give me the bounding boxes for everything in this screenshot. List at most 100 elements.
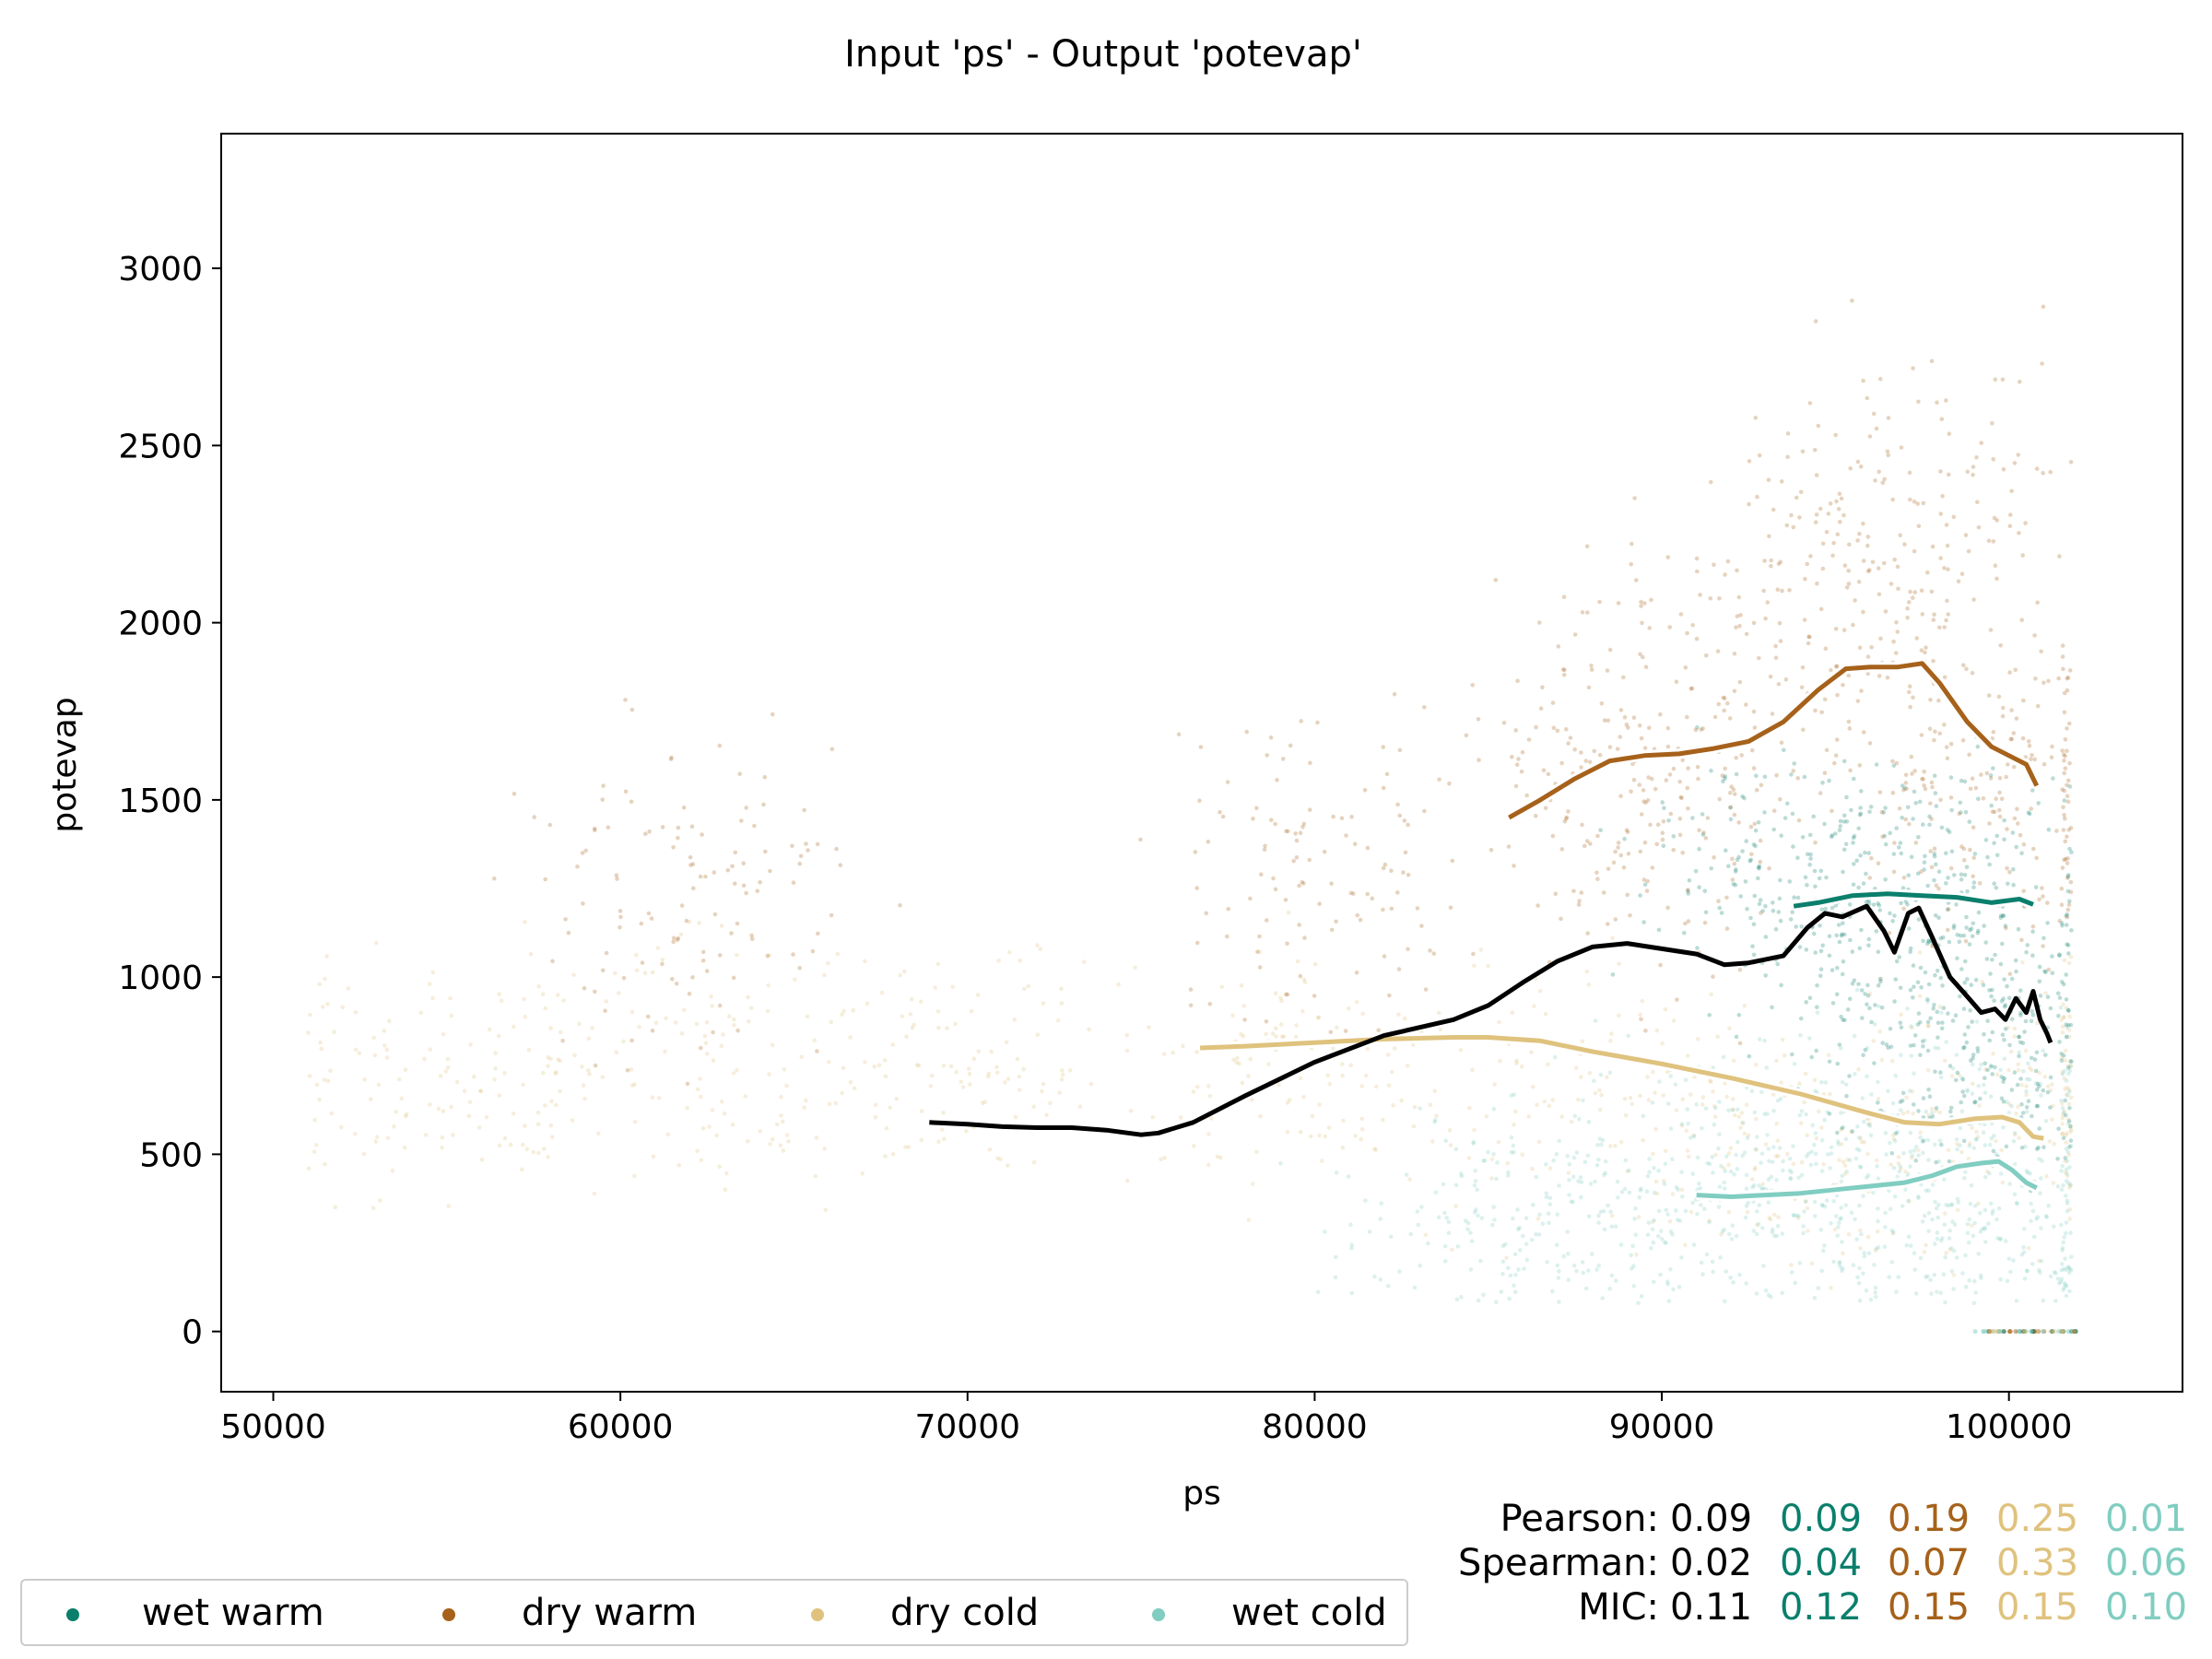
scatter-point — [1744, 1281, 1748, 1286]
scatter-point — [1998, 961, 2004, 967]
scatter-point — [1624, 722, 1630, 727]
scatter-point — [1905, 901, 1910, 907]
scatter-point — [1723, 696, 1727, 700]
scatter-point — [1448, 1143, 1453, 1147]
scatter-point — [392, 1124, 396, 1129]
scatter-point — [971, 1056, 977, 1061]
scatter-point — [1787, 1156, 1793, 1161]
scatter-point — [1936, 1202, 1941, 1207]
scatter-point — [1840, 932, 1844, 937]
scatter-point — [1343, 1029, 1348, 1033]
scatter-point — [1057, 1090, 1062, 1095]
scatter-point — [1908, 946, 1913, 951]
scatter-point — [804, 841, 808, 846]
scatter-point — [1702, 888, 1708, 894]
scatter-point — [2023, 1144, 2028, 1149]
scatter-point — [521, 1142, 525, 1147]
scatter-point — [1513, 728, 1518, 733]
scatter-point — [1860, 1096, 1865, 1100]
trend-line-wet-warm — [1793, 891, 2034, 909]
scatter-point — [2061, 1053, 2066, 1058]
scatter-point — [1618, 1242, 1624, 1247]
scatter-point — [1685, 630, 1689, 636]
scatter-point — [1787, 588, 1792, 593]
scatter-point — [1468, 1230, 1473, 1235]
scatter-point — [2007, 870, 2012, 875]
scatter-point — [1723, 572, 1727, 577]
scatter-point — [1404, 1172, 1409, 1177]
scatter-point — [1320, 1159, 1324, 1163]
scatter-point — [1535, 1217, 1541, 1221]
scatter-point — [2023, 1018, 2029, 1024]
scatter-point — [1552, 1054, 1558, 1060]
scatter-point — [2063, 1171, 2068, 1175]
scatter-point — [595, 1131, 601, 1135]
legend-marker — [442, 1608, 455, 1621]
scatter-point — [1950, 1219, 1955, 1224]
scatter-point — [1815, 1005, 1819, 1009]
scatter-point — [1683, 1077, 1688, 1083]
scatter-point — [1512, 1150, 1516, 1155]
scatter-point — [1818, 506, 1823, 512]
scatter-point — [1662, 1179, 1666, 1183]
scatter-point — [1805, 561, 1809, 567]
scatter-point — [643, 831, 648, 836]
scatter-point — [1514, 1061, 1519, 1065]
scatter-point — [1559, 760, 1564, 766]
scatter-point — [1723, 1299, 1727, 1304]
scatter-point — [1654, 1191, 1660, 1196]
scatter-point — [2065, 794, 2070, 798]
scatter-point — [1839, 1111, 1843, 1115]
scatter-point — [1472, 1183, 1477, 1188]
scatter-point — [1905, 615, 1910, 620]
scatter-point — [1972, 852, 1978, 856]
scatter-point — [900, 1014, 905, 1019]
scatter-point — [1531, 1084, 1535, 1089]
scatter-point — [1506, 844, 1512, 849]
scatter-point — [1708, 596, 1713, 601]
scatter-point — [2066, 902, 2072, 907]
scatter-point — [1695, 1155, 1700, 1160]
scatter-point — [823, 1207, 828, 1212]
scatter-point — [2024, 1169, 2030, 1173]
scatter-point — [1915, 980, 1921, 985]
scatter-point — [2046, 967, 2051, 972]
scatter-point — [1553, 891, 1559, 897]
scatter-point — [1556, 644, 1561, 649]
scatter-point — [307, 1074, 312, 1078]
scatter-point — [1876, 1097, 1881, 1101]
scatter-point — [1990, 1030, 1995, 1035]
scatter-point — [1716, 1146, 1721, 1151]
scatter-point — [698, 1077, 702, 1081]
scatter-point — [1911, 817, 1915, 821]
scatter-point — [2067, 1206, 2073, 1212]
legend-marker — [66, 1608, 79, 1621]
scatter-point — [1857, 1147, 1862, 1153]
scatter-point — [1642, 840, 1648, 845]
scatter-point — [1805, 852, 1810, 857]
scatter-point — [1751, 1182, 1757, 1188]
scatter-point — [1334, 1171, 1339, 1175]
scatter-point — [1246, 1074, 1251, 1078]
legend-label: dry cold — [890, 1592, 1040, 1634]
scatter-point — [535, 1110, 541, 1115]
scatter-point — [2019, 618, 2024, 622]
scatter-point — [1908, 949, 1912, 954]
scatter-point — [1916, 1011, 1922, 1016]
scatter-point — [1898, 841, 1903, 845]
scatter-point — [1872, 1061, 1877, 1065]
scatter-point — [1670, 1157, 1675, 1161]
scatter-point — [1834, 499, 1839, 504]
scatter-point — [2040, 361, 2044, 366]
scatter-point — [1257, 934, 1262, 939]
scatter-point — [1315, 720, 1320, 725]
scatter-point — [840, 1090, 844, 1096]
scatter-point — [2068, 1138, 2074, 1143]
scatter-point — [1446, 1230, 1452, 1236]
scatter-point — [749, 933, 754, 938]
scatter-point — [1938, 469, 1943, 474]
scatter-point — [2065, 834, 2069, 839]
scatter-point — [1961, 846, 1967, 852]
scatter-point — [1936, 1020, 1941, 1025]
scatter-point — [1921, 500, 1926, 506]
